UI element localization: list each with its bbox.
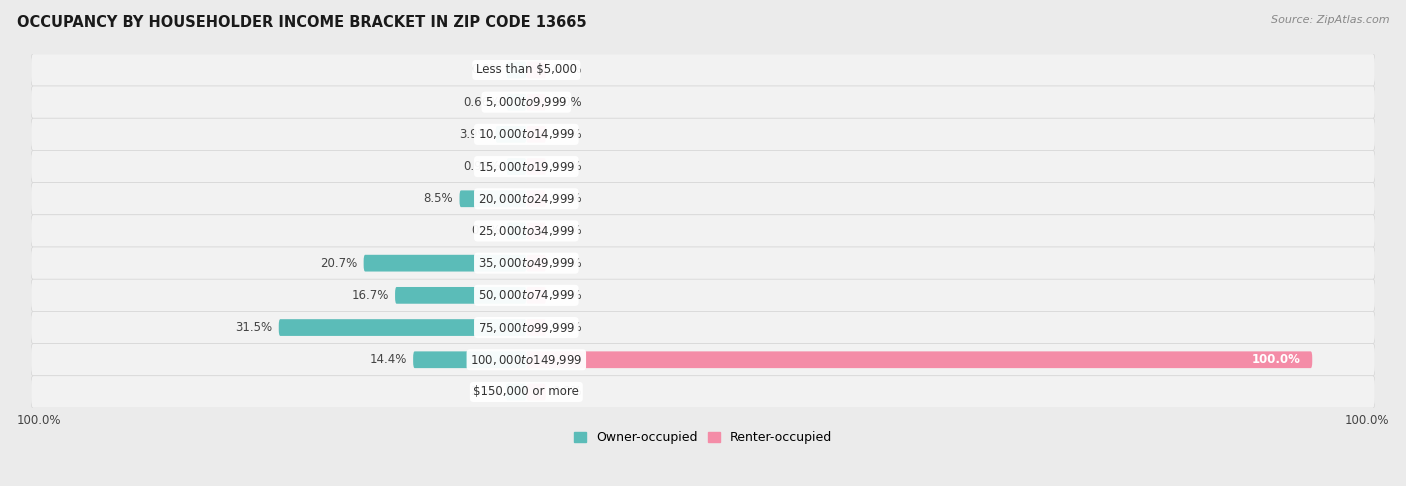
Text: 0.0%: 0.0% <box>553 64 582 76</box>
FancyBboxPatch shape <box>506 94 526 110</box>
FancyBboxPatch shape <box>526 351 1312 368</box>
Text: 0.0%: 0.0% <box>471 64 501 76</box>
FancyBboxPatch shape <box>395 287 526 304</box>
FancyBboxPatch shape <box>31 279 1375 312</box>
Text: 16.7%: 16.7% <box>352 289 389 302</box>
Text: OCCUPANCY BY HOUSEHOLDER INCOME BRACKET IN ZIP CODE 13665: OCCUPANCY BY HOUSEHOLDER INCOME BRACKET … <box>17 15 586 30</box>
FancyBboxPatch shape <box>278 319 526 336</box>
FancyBboxPatch shape <box>526 255 546 272</box>
FancyBboxPatch shape <box>31 376 1375 408</box>
FancyBboxPatch shape <box>526 287 546 304</box>
Text: 0.0%: 0.0% <box>553 192 582 205</box>
Text: $150,000 or more: $150,000 or more <box>474 385 579 399</box>
FancyBboxPatch shape <box>496 126 526 143</box>
FancyBboxPatch shape <box>31 86 1375 119</box>
Text: $20,000 to $24,999: $20,000 to $24,999 <box>478 192 575 206</box>
FancyBboxPatch shape <box>506 158 526 175</box>
FancyBboxPatch shape <box>526 94 546 110</box>
FancyBboxPatch shape <box>31 312 1375 344</box>
FancyBboxPatch shape <box>526 223 546 239</box>
FancyBboxPatch shape <box>506 62 526 78</box>
Text: $50,000 to $74,999: $50,000 to $74,999 <box>478 288 575 302</box>
Text: 100.0%: 100.0% <box>1251 353 1301 366</box>
FancyBboxPatch shape <box>460 191 526 207</box>
Text: 0.98%: 0.98% <box>463 160 501 173</box>
Text: 14.4%: 14.4% <box>370 353 406 366</box>
Text: 0.0%: 0.0% <box>471 225 501 238</box>
Text: 0.0%: 0.0% <box>553 96 582 109</box>
FancyBboxPatch shape <box>526 383 546 400</box>
Text: 20.7%: 20.7% <box>321 257 357 270</box>
Text: 0.0%: 0.0% <box>553 257 582 270</box>
FancyBboxPatch shape <box>506 383 526 400</box>
FancyBboxPatch shape <box>31 247 1375 279</box>
FancyBboxPatch shape <box>413 351 526 368</box>
Text: 2.6%: 2.6% <box>470 385 499 399</box>
Text: $5,000 to $9,999: $5,000 to $9,999 <box>485 95 568 109</box>
Text: $35,000 to $49,999: $35,000 to $49,999 <box>478 256 575 270</box>
Text: 3.9%: 3.9% <box>460 128 489 141</box>
Text: 0.0%: 0.0% <box>553 289 582 302</box>
FancyBboxPatch shape <box>364 255 526 272</box>
Text: Less than $5,000: Less than $5,000 <box>475 64 576 76</box>
FancyBboxPatch shape <box>31 54 1375 86</box>
FancyBboxPatch shape <box>526 158 546 175</box>
FancyBboxPatch shape <box>526 319 546 336</box>
Text: $75,000 to $99,999: $75,000 to $99,999 <box>478 321 575 334</box>
Legend: Owner-occupied, Renter-occupied: Owner-occupied, Renter-occupied <box>574 431 832 444</box>
FancyBboxPatch shape <box>31 183 1375 215</box>
Text: 0.0%: 0.0% <box>553 160 582 173</box>
Text: $15,000 to $19,999: $15,000 to $19,999 <box>478 159 575 174</box>
Text: $10,000 to $14,999: $10,000 to $14,999 <box>478 127 575 141</box>
Text: 0.0%: 0.0% <box>553 128 582 141</box>
Text: 0.66%: 0.66% <box>463 96 501 109</box>
FancyBboxPatch shape <box>526 191 546 207</box>
FancyBboxPatch shape <box>506 223 526 239</box>
Text: 0.0%: 0.0% <box>553 225 582 238</box>
Text: $25,000 to $34,999: $25,000 to $34,999 <box>478 224 575 238</box>
Text: 0.0%: 0.0% <box>553 385 582 399</box>
Text: $100,000 to $149,999: $100,000 to $149,999 <box>470 353 582 367</box>
Text: 31.5%: 31.5% <box>235 321 273 334</box>
FancyBboxPatch shape <box>31 344 1375 376</box>
Text: 8.5%: 8.5% <box>423 192 453 205</box>
FancyBboxPatch shape <box>31 215 1375 247</box>
Text: 0.0%: 0.0% <box>553 321 582 334</box>
FancyBboxPatch shape <box>526 62 546 78</box>
Text: Source: ZipAtlas.com: Source: ZipAtlas.com <box>1271 15 1389 25</box>
FancyBboxPatch shape <box>31 118 1375 151</box>
FancyBboxPatch shape <box>526 126 546 143</box>
FancyBboxPatch shape <box>31 150 1375 183</box>
